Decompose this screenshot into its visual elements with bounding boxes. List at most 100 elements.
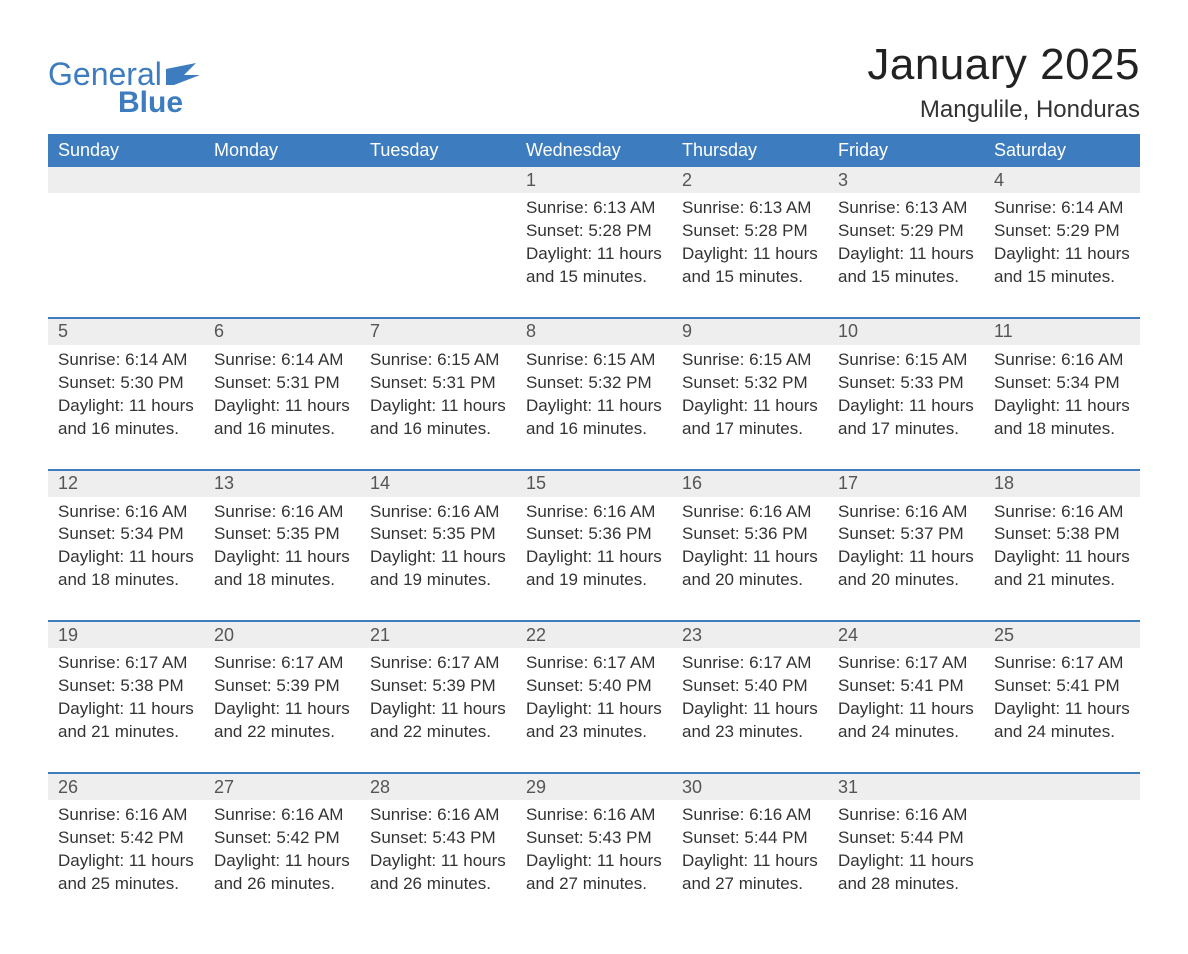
daylight-line: Daylight: 11 hours and 18 minutes. xyxy=(58,546,194,592)
day-number: 11 xyxy=(984,319,1140,345)
sunset-line: Sunset: 5:43 PM xyxy=(526,827,662,850)
sunrise-line: Sunrise: 6:15 AM xyxy=(370,349,506,372)
day-number: 23 xyxy=(672,622,828,648)
day-cell: Sunrise: 6:15 AMSunset: 5:31 PMDaylight:… xyxy=(360,345,516,470)
sunset-line: Sunset: 5:33 PM xyxy=(838,372,974,395)
sunset-line: Sunset: 5:32 PM xyxy=(526,372,662,395)
sunset-line: Sunset: 5:30 PM xyxy=(58,372,194,395)
day-number: 21 xyxy=(360,622,516,648)
daylight-line: Daylight: 11 hours and 20 minutes. xyxy=(838,546,974,592)
day-content-row: Sunrise: 6:17 AMSunset: 5:38 PMDaylight:… xyxy=(48,648,1140,773)
day-number: 25 xyxy=(984,622,1140,648)
day-cell: Sunrise: 6:16 AMSunset: 5:34 PMDaylight:… xyxy=(984,345,1140,470)
sunrise-line: Sunrise: 6:17 AM xyxy=(214,652,350,675)
sunset-line: Sunset: 5:36 PM xyxy=(682,523,818,546)
sunset-line: Sunset: 5:35 PM xyxy=(214,523,350,546)
daylight-line: Daylight: 11 hours and 18 minutes. xyxy=(994,395,1130,441)
day-cell: Sunrise: 6:16 AMSunset: 5:35 PMDaylight:… xyxy=(204,497,360,622)
day-number: 22 xyxy=(516,622,672,648)
day-cell xyxy=(48,193,204,318)
daylight-line: Daylight: 11 hours and 26 minutes. xyxy=(214,850,350,896)
sunrise-line: Sunrise: 6:16 AM xyxy=(370,804,506,827)
day-number: 26 xyxy=(48,774,204,800)
daylight-line: Daylight: 11 hours and 15 minutes. xyxy=(682,243,818,289)
day-header-row: SundayMondayTuesdayWednesdayThursdayFrid… xyxy=(48,134,1140,167)
day-number: 3 xyxy=(828,167,984,193)
sunrise-line: Sunrise: 6:16 AM xyxy=(838,804,974,827)
daylight-line: Daylight: 11 hours and 19 minutes. xyxy=(526,546,662,592)
day-content-row: Sunrise: 6:16 AMSunset: 5:42 PMDaylight:… xyxy=(48,800,1140,924)
sunrise-line: Sunrise: 6:17 AM xyxy=(370,652,506,675)
daylight-line: Daylight: 11 hours and 26 minutes. xyxy=(370,850,506,896)
day-number-row: 1234 xyxy=(48,167,1140,193)
sunrise-line: Sunrise: 6:15 AM xyxy=(526,349,662,372)
brand-word1: General xyxy=(48,58,162,90)
sunset-line: Sunset: 5:43 PM xyxy=(370,827,506,850)
daylight-line: Daylight: 11 hours and 15 minutes. xyxy=(994,243,1130,289)
day-cell: Sunrise: 6:17 AMSunset: 5:40 PMDaylight:… xyxy=(516,648,672,773)
sunset-line: Sunset: 5:37 PM xyxy=(838,523,974,546)
day-number: 13 xyxy=(204,471,360,497)
day-number: 19 xyxy=(48,622,204,648)
day-number: 12 xyxy=(48,471,204,497)
page-title: January 2025 xyxy=(867,40,1140,90)
day-number: 31 xyxy=(828,774,984,800)
sunrise-line: Sunrise: 6:17 AM xyxy=(994,652,1130,675)
daylight-line: Daylight: 11 hours and 22 minutes. xyxy=(370,698,506,744)
sunrise-line: Sunrise: 6:16 AM xyxy=(526,804,662,827)
daylight-line: Daylight: 11 hours and 21 minutes. xyxy=(58,698,194,744)
sunrise-line: Sunrise: 6:15 AM xyxy=(682,349,818,372)
daylight-line: Daylight: 11 hours and 16 minutes. xyxy=(526,395,662,441)
day-number-row: 262728293031 xyxy=(48,774,1140,800)
daylight-line: Daylight: 11 hours and 15 minutes. xyxy=(526,243,662,289)
day-number: 27 xyxy=(204,774,360,800)
day-number: 16 xyxy=(672,471,828,497)
day-cell: Sunrise: 6:17 AMSunset: 5:39 PMDaylight:… xyxy=(360,648,516,773)
day-number: 17 xyxy=(828,471,984,497)
day-header: Saturday xyxy=(984,134,1140,167)
sunrise-line: Sunrise: 6:14 AM xyxy=(214,349,350,372)
sunset-line: Sunset: 5:44 PM xyxy=(682,827,818,850)
day-number: 30 xyxy=(672,774,828,800)
day-cell: Sunrise: 6:13 AMSunset: 5:29 PMDaylight:… xyxy=(828,193,984,318)
day-number: 7 xyxy=(360,319,516,345)
day-cell: Sunrise: 6:15 AMSunset: 5:32 PMDaylight:… xyxy=(516,345,672,470)
sunrise-line: Sunrise: 6:16 AM xyxy=(994,501,1130,524)
sunset-line: Sunset: 5:32 PM xyxy=(682,372,818,395)
day-cell: Sunrise: 6:14 AMSunset: 5:31 PMDaylight:… xyxy=(204,345,360,470)
day-cell: Sunrise: 6:16 AMSunset: 5:38 PMDaylight:… xyxy=(984,497,1140,622)
sunrise-line: Sunrise: 6:16 AM xyxy=(526,501,662,524)
sunrise-line: Sunrise: 6:17 AM xyxy=(58,652,194,675)
sunset-line: Sunset: 5:41 PM xyxy=(994,675,1130,698)
day-cell xyxy=(984,800,1140,924)
daylight-line: Daylight: 11 hours and 20 minutes. xyxy=(682,546,818,592)
sunrise-line: Sunrise: 6:16 AM xyxy=(838,501,974,524)
sunset-line: Sunset: 5:40 PM xyxy=(682,675,818,698)
header: General Blue January 2025 Mangulile, Hon… xyxy=(48,40,1140,124)
sunset-line: Sunset: 5:39 PM xyxy=(214,675,350,698)
daylight-line: Daylight: 11 hours and 23 minutes. xyxy=(526,698,662,744)
day-number-row: 19202122232425 xyxy=(48,622,1140,648)
daylight-line: Daylight: 11 hours and 22 minutes. xyxy=(214,698,350,744)
sunrise-line: Sunrise: 6:14 AM xyxy=(994,197,1130,220)
day-number: 28 xyxy=(360,774,516,800)
day-content-row: Sunrise: 6:16 AMSunset: 5:34 PMDaylight:… xyxy=(48,497,1140,622)
day-cell xyxy=(204,193,360,318)
day-header: Sunday xyxy=(48,134,204,167)
sunset-line: Sunset: 5:44 PM xyxy=(838,827,974,850)
daylight-line: Daylight: 11 hours and 15 minutes. xyxy=(838,243,974,289)
day-cell: Sunrise: 6:16 AMSunset: 5:44 PMDaylight:… xyxy=(828,800,984,924)
day-cell: Sunrise: 6:16 AMSunset: 5:43 PMDaylight:… xyxy=(516,800,672,924)
sunrise-line: Sunrise: 6:15 AM xyxy=(838,349,974,372)
day-number: 6 xyxy=(204,319,360,345)
sunrise-line: Sunrise: 6:16 AM xyxy=(58,804,194,827)
day-cell: Sunrise: 6:15 AMSunset: 5:33 PMDaylight:… xyxy=(828,345,984,470)
day-number xyxy=(204,167,360,193)
sunset-line: Sunset: 5:42 PM xyxy=(214,827,350,850)
sunrise-line: Sunrise: 6:17 AM xyxy=(838,652,974,675)
day-number: 29 xyxy=(516,774,672,800)
daylight-line: Daylight: 11 hours and 17 minutes. xyxy=(838,395,974,441)
calendar-table: SundayMondayTuesdayWednesdayThursdayFrid… xyxy=(48,134,1140,924)
day-cell: Sunrise: 6:17 AMSunset: 5:41 PMDaylight:… xyxy=(984,648,1140,773)
location-label: Mangulile, Honduras xyxy=(867,96,1140,124)
